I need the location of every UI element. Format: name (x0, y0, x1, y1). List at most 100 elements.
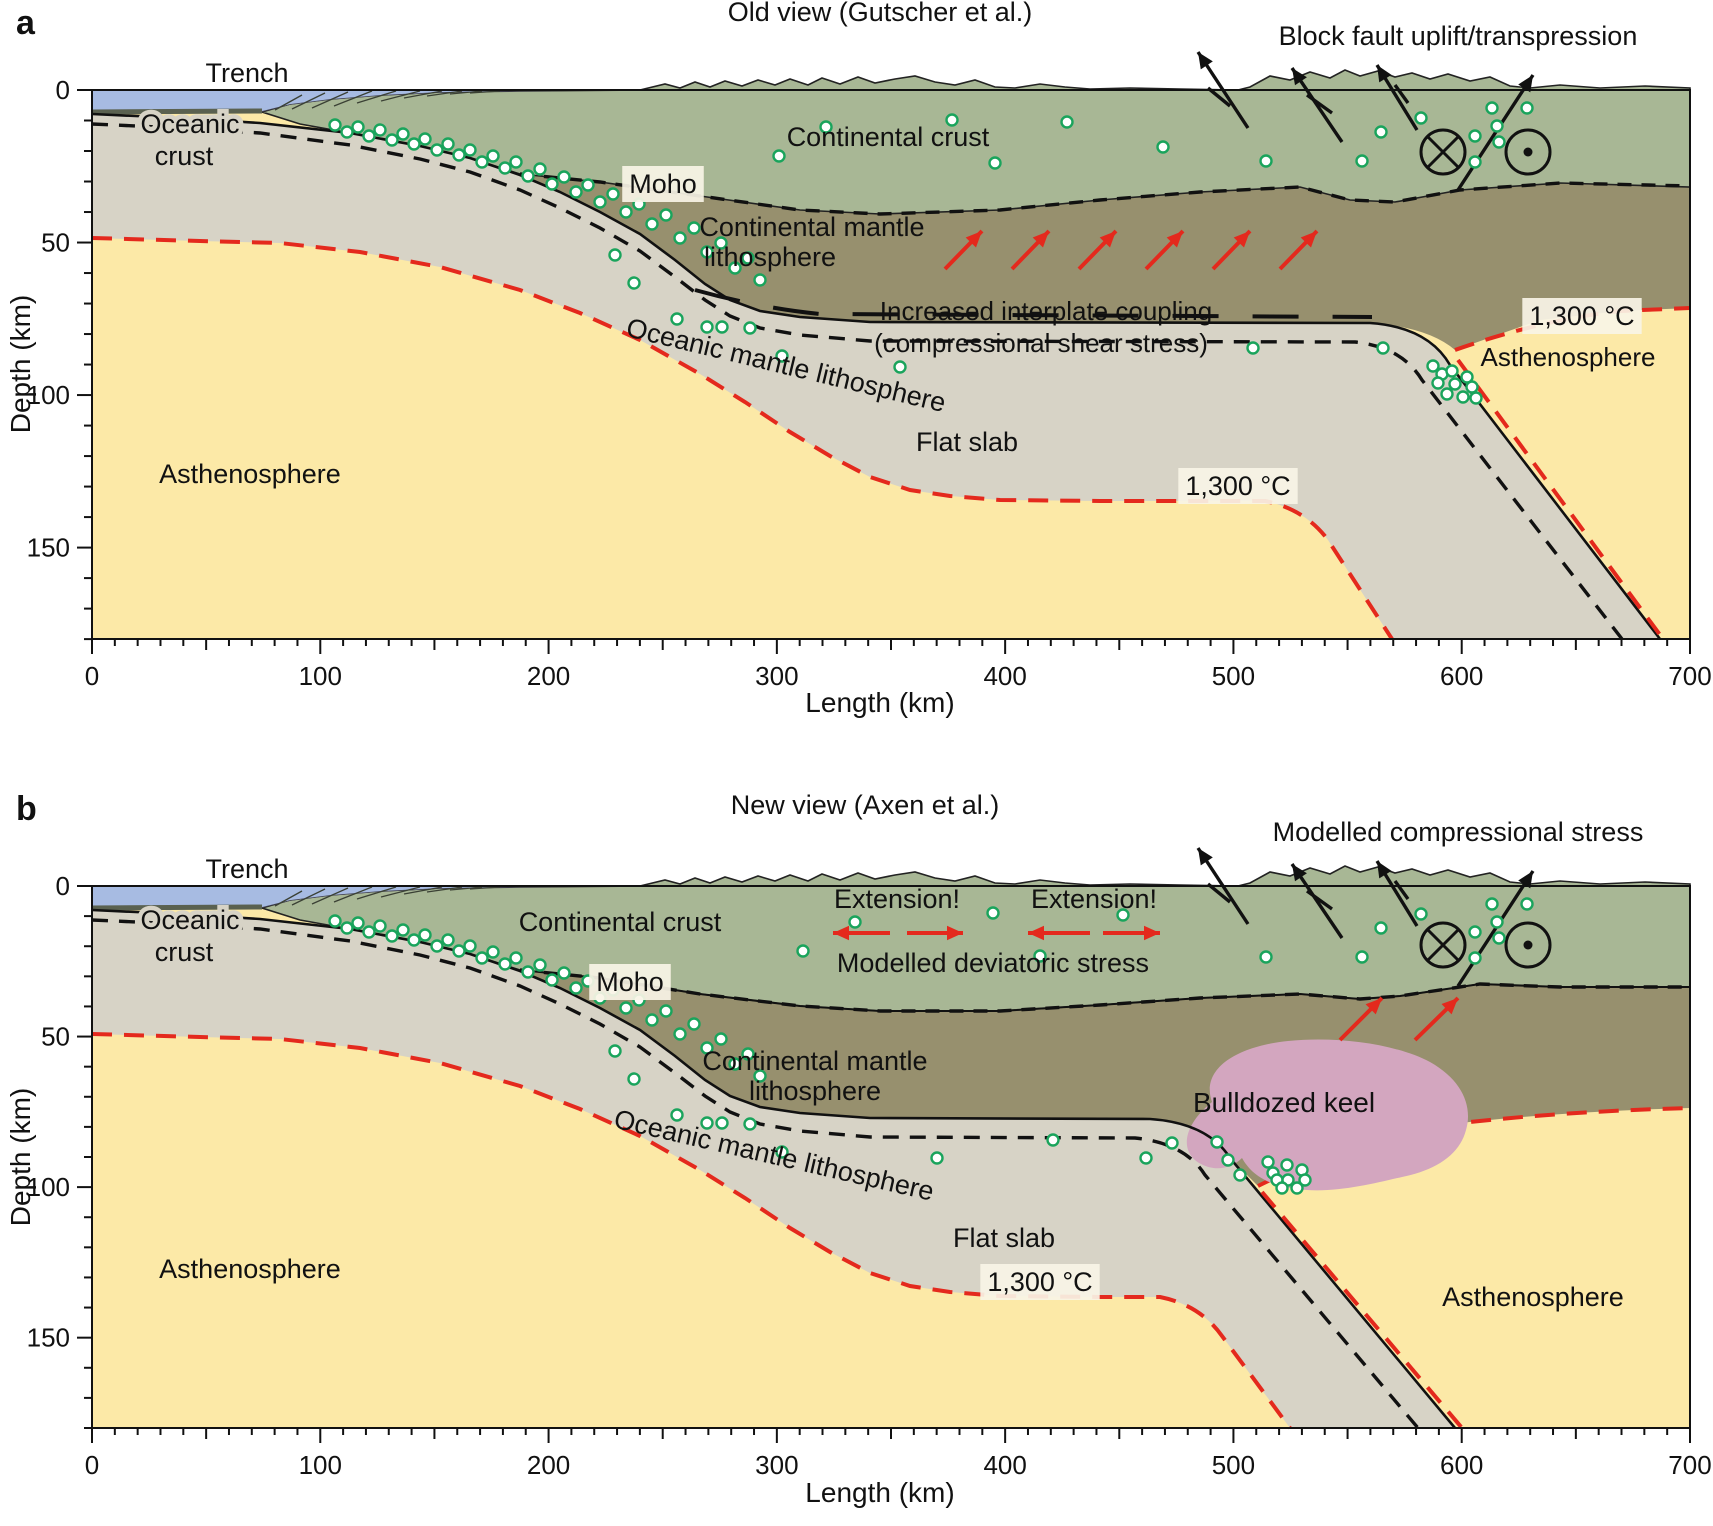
out-of-page-circle (1504, 128, 1552, 176)
wedge-hatch-line (311, 887, 349, 905)
out-of-page-symbol (1504, 128, 1552, 176)
earthquake-dot (396, 923, 410, 937)
earthquake-dot (945, 113, 959, 127)
out-of-page-dot (1523, 147, 1533, 157)
earthquake-dot (475, 155, 489, 169)
asthenosphere-left-label: Asthenosphere (159, 459, 341, 489)
fault-tick-line (1206, 86, 1232, 108)
earthquake-dot (1440, 387, 1454, 401)
earthquake-dot (645, 1013, 659, 1027)
y-tick-label: 0 (56, 871, 70, 901)
earthquake-dot (1298, 1173, 1312, 1187)
wedge-hatch-line (291, 92, 326, 110)
earthquake-dot (772, 149, 786, 163)
fault-line-head (1292, 864, 1307, 882)
flat-slab-label: Flat slab (916, 427, 1018, 457)
earthquake-dot (486, 149, 500, 163)
earthquake-dot (1448, 377, 1462, 391)
earthquake-dot (1233, 1168, 1247, 1182)
earthquake-hypocenters (328, 101, 1534, 405)
oceanic-slab-region (92, 114, 1660, 639)
x-tick-label: 400 (983, 661, 1026, 691)
earthquake-dot (430, 939, 444, 953)
earthquake-dot (1414, 907, 1428, 921)
y-tick-label: 100 (27, 380, 70, 410)
stress-arrow (1211, 229, 1252, 271)
isotherm-label: 1,300 °C (987, 1267, 1092, 1297)
moho-dashed-line (519, 968, 1690, 1013)
wedge-hatch-line (380, 886, 421, 898)
earthquake-dot (659, 1004, 673, 1018)
earthquake-dot (687, 1017, 701, 1031)
panel-a: 0 100 200 300 400 500 600 700 0 50 100 150 a Old view… (5, 0, 1712, 718)
earthquake-dot (1275, 1181, 1289, 1195)
fault-line-head (1292, 68, 1307, 86)
earthquake-dot (741, 251, 755, 265)
earthquake-dot (848, 915, 862, 929)
x-tick-label: 700 (1668, 1450, 1711, 1480)
fault-line (1196, 847, 1250, 925)
coupling-label-1: Increased interplate coupling (880, 296, 1212, 326)
moho-label: Moho (596, 967, 664, 997)
earthquake-dot (1139, 1151, 1153, 1165)
earthquake-dot (819, 120, 833, 134)
earthquake-dot (1374, 921, 1388, 935)
y-tick-label: 150 (27, 1323, 70, 1353)
continental-crust-label: Continental crust (787, 122, 990, 152)
earthquake-dot (1116, 908, 1130, 922)
earthquake-dot (557, 170, 571, 184)
accretionary-wedge-hatching (274, 90, 501, 111)
stress-arrow (1338, 996, 1384, 1042)
earthquake-dot (328, 914, 342, 928)
isotherm-1300-line (91, 236, 1394, 641)
earthquake-dot (1460, 370, 1474, 384)
moho-dashed-line (519, 172, 1691, 216)
earthquake-dot (1492, 135, 1506, 149)
flat-slab-label: Flat slab (953, 1223, 1055, 1253)
wedge-hatch-line (333, 90, 373, 107)
wedge-hatch-line (469, 90, 501, 94)
stress-arrow (907, 925, 963, 941)
earthquake-dot (606, 187, 620, 201)
earthquake-dot (608, 248, 622, 262)
fault-line-head (1377, 65, 1392, 83)
y-axis-title: Depth (km) (5, 1088, 36, 1226)
earthquake-dot (521, 965, 535, 979)
fault-line-head (1518, 75, 1533, 93)
extension-label-1: Extension! (834, 884, 960, 914)
y-tick-label: 0 (56, 75, 70, 105)
earthquake-dot (340, 921, 354, 935)
earthquake-dot (1355, 950, 1369, 964)
x-tick-label: 200 (527, 1450, 570, 1480)
earthquake-dot (627, 1072, 641, 1086)
labels: b New view (Axen et al.) Trench Oceaniccrus… (5, 790, 1643, 1508)
stress-arrow (943, 229, 984, 271)
wedge-hatch-line (426, 886, 463, 893)
into-page-circle (1419, 128, 1467, 176)
deviatoric-stress-label: Modelled deviatoric stress (837, 948, 1149, 978)
stress-arrow (1077, 229, 1118, 271)
earthquake-dot (753, 273, 767, 287)
earthquake-dot (1355, 154, 1369, 168)
earthquake-dot (728, 261, 742, 275)
x-tick-label: 300 (755, 661, 798, 691)
earthquake-dot (351, 120, 365, 134)
compressional-stress-label: Modelled compressional stress (1273, 817, 1644, 847)
earthquake-dot (1468, 925, 1482, 939)
earthquake-dot (1060, 115, 1074, 129)
earthquake-dot (619, 205, 633, 219)
stress-arrows (943, 229, 1319, 271)
stress-arrow-head (1099, 231, 1116, 248)
wedge-hatch-line (403, 886, 443, 895)
earthquake-dot (753, 1069, 767, 1083)
earthquake-dot (930, 1151, 944, 1165)
out-of-page-symbol (1504, 921, 1552, 969)
earthquake-dot (1046, 1133, 1060, 1147)
stress-arrow-head (1144, 925, 1160, 941)
x-tick-label: 0 (85, 661, 99, 691)
earthquake-hypocenters (328, 897, 1534, 1195)
earthquake-dot (1414, 111, 1428, 125)
wedge-hatch-line (333, 886, 373, 903)
earthquake-dot (533, 162, 547, 176)
fault-line-head (1518, 871, 1533, 889)
